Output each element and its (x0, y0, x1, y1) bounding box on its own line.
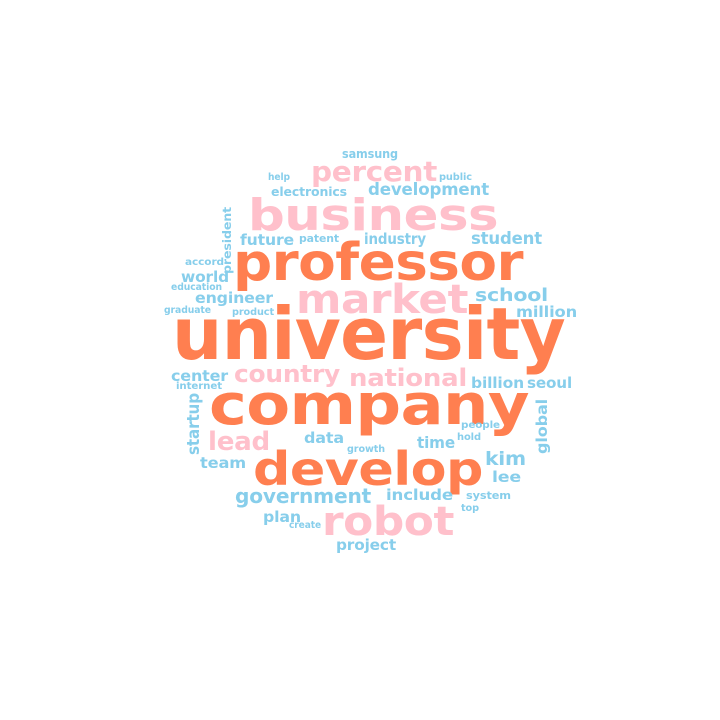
word-center: center (171, 367, 229, 385)
word-university: university (172, 292, 566, 376)
word-national: national (349, 364, 468, 392)
word-electronics: electronics (271, 185, 347, 199)
word-industry: industry (364, 230, 426, 248)
word-government: government (235, 484, 372, 508)
word-data: data (304, 429, 345, 447)
word-create: create (289, 520, 322, 531)
word-school: school (475, 285, 548, 306)
word-future: future (240, 231, 295, 249)
word-internet: internet (176, 381, 223, 392)
word-lee: lee (492, 468, 522, 486)
word-hold: hold (457, 432, 481, 443)
word-accord: accord (185, 257, 225, 268)
word-include: include (386, 486, 453, 504)
word-lead: lead (208, 427, 270, 457)
word-help: help (268, 172, 290, 183)
word-business: business (248, 190, 499, 241)
word-growth: growth (347, 444, 385, 455)
word-top: top (461, 503, 479, 514)
word-develop: develop (253, 442, 483, 496)
word-professor: professor (233, 233, 523, 293)
word-kim: kim (485, 448, 527, 470)
word-percent: percent (311, 155, 438, 188)
word-billion: billion (471, 374, 524, 392)
word-public: public (439, 172, 472, 183)
word-market: market (296, 277, 468, 323)
word-plan: plan (263, 508, 302, 526)
word-country: country (234, 360, 340, 388)
word-education: education (171, 282, 222, 293)
word-million: million (516, 303, 578, 321)
word-startup: startup (184, 393, 204, 455)
word-robot: robot (322, 499, 455, 545)
word-product: product (232, 307, 274, 318)
word-development: development (368, 180, 489, 200)
word-company: company (209, 373, 530, 438)
word-engineer: engineer (195, 289, 273, 307)
word-team: team (200, 454, 246, 472)
word-seoul: seoul (527, 374, 573, 392)
word-time: time (417, 433, 455, 452)
word-graduate: graduate (164, 305, 211, 316)
word-patent: patent (299, 232, 340, 245)
word-project: project (336, 536, 397, 554)
word-system: system (466, 489, 511, 502)
word-samsung: samsung (342, 147, 398, 161)
word-people: people (461, 420, 500, 431)
word-student: student (471, 229, 542, 249)
word-global: global (533, 398, 551, 454)
word-world: world (181, 268, 230, 286)
